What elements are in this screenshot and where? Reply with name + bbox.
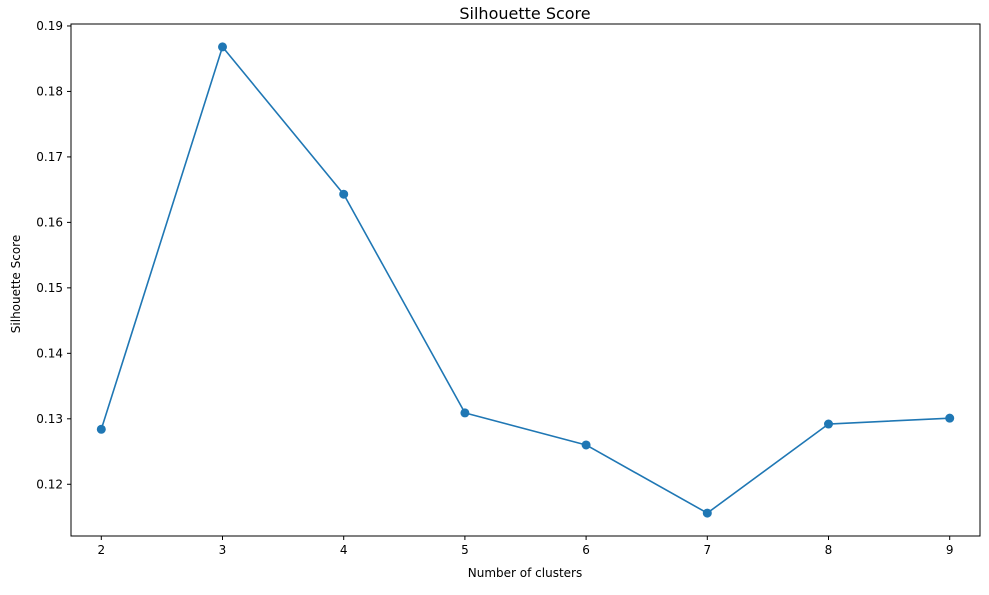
y-tick-label: 0.15	[36, 281, 63, 295]
series-line	[100, 46, 950, 514]
y-axis-label: Silhouette Score	[9, 235, 23, 333]
x-tick-label: 8	[825, 543, 833, 557]
series-layer	[96, 42, 955, 518]
data-point-marker	[460, 408, 470, 418]
data-point-marker	[339, 189, 349, 199]
x-axis-ticks: 2 3 4 5 6 7 8 9	[97, 536, 954, 557]
data-point-marker	[945, 413, 955, 423]
data-point-marker	[702, 508, 712, 518]
plot-area-frame	[70, 23, 981, 537]
y-axis-ticks: 0.12 0.13 0.14 0.15 0.16 0.17 0.18 0.19	[36, 19, 71, 491]
y-tick-label: 0.13	[36, 412, 63, 426]
x-tick-label: 4	[340, 543, 348, 557]
y-tick-label: 0.18	[36, 84, 63, 98]
x-tick-label: 2	[97, 543, 105, 557]
y-tick-label: 0.12	[36, 477, 63, 491]
data-point-marker	[581, 440, 591, 450]
x-tick-label: 6	[582, 543, 590, 557]
x-tick-label: 7	[703, 543, 711, 557]
x-tick-label: 9	[946, 543, 954, 557]
y-tick-label: 0.14	[36, 346, 63, 360]
data-point-marker	[96, 424, 106, 434]
x-tick-label: 5	[461, 543, 469, 557]
x-axis-label: Number of clusters	[468, 566, 582, 580]
y-tick-label: 0.16	[36, 215, 63, 229]
data-point-marker	[824, 419, 833, 429]
chart-title: Silhouette Score	[459, 4, 590, 23]
y-tick-label: 0.19	[36, 19, 63, 33]
y-tick-label: 0.17	[36, 150, 63, 164]
data-point-marker	[218, 42, 227, 52]
x-tick-label: 3	[219, 543, 227, 557]
